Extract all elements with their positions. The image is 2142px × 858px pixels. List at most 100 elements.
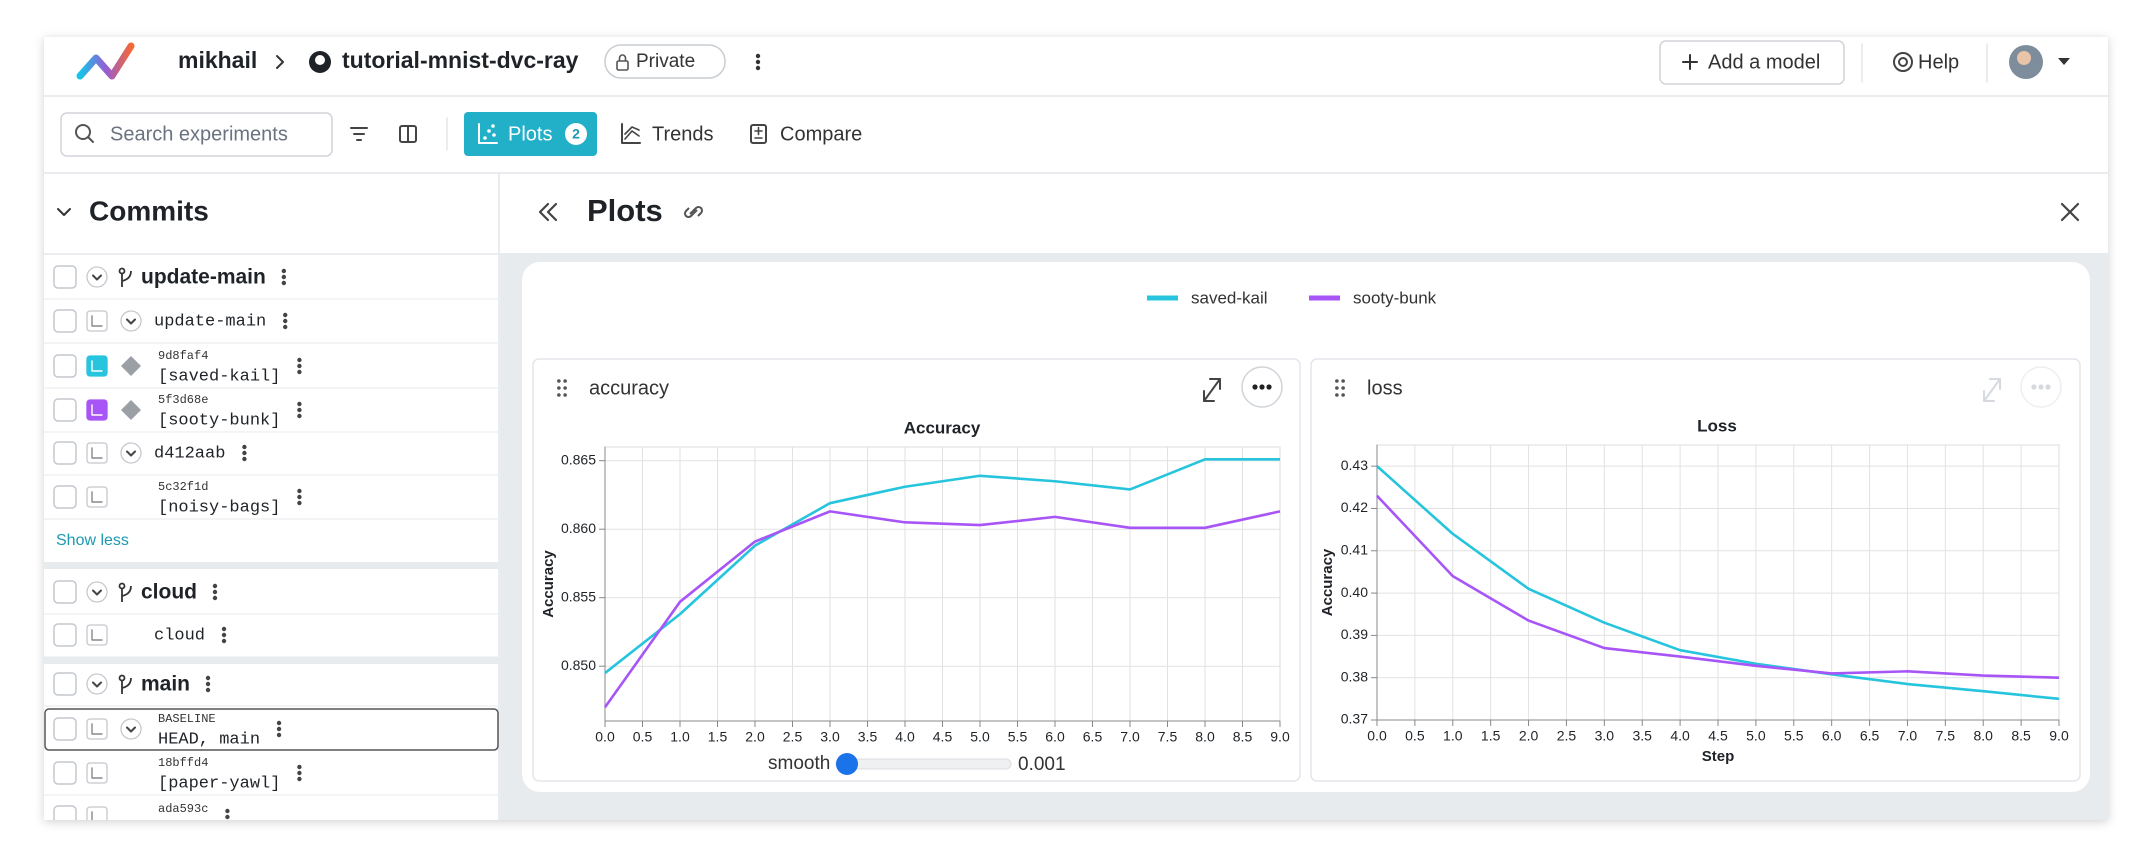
dot <box>1252 384 1258 390</box>
more-menu-icon[interactable] <box>297 488 302 506</box>
plot-toggle[interactable] <box>86 355 108 377</box>
expand-toggle[interactable] <box>86 673 108 695</box>
plots-tab[interactable] <box>464 112 597 156</box>
dot <box>297 494 302 500</box>
more-menu-icon[interactable] <box>297 401 302 419</box>
commit-icon <box>121 400 141 420</box>
dot <box>1259 384 1265 390</box>
plot-toggle[interactable] <box>86 718 108 740</box>
row-checkbox[interactable] <box>53 354 77 378</box>
drag-handle[interactable] <box>1341 386 1345 390</box>
drag-handle[interactable] <box>563 386 567 390</box>
more-menu-icon[interactable] <box>212 583 218 601</box>
more-menu-icon[interactable] <box>297 764 302 782</box>
collapse-icon[interactable] <box>546 202 558 222</box>
row-checkbox[interactable] <box>53 485 77 509</box>
compare-tab-label[interactable]: Compare <box>780 123 862 145</box>
branch-name: main <box>141 673 190 696</box>
plot-toggle[interactable] <box>86 399 108 421</box>
x-tick-label: 3.5 <box>1632 728 1652 744</box>
more-menu-icon[interactable] <box>283 312 288 330</box>
chevron-icon[interactable] <box>92 274 102 281</box>
chevron-icon[interactable] <box>126 726 136 733</box>
plot-toggle[interactable] <box>86 442 108 464</box>
expand-toggle[interactable] <box>120 718 142 740</box>
row-checkbox[interactable] <box>53 672 77 696</box>
more-menu-icon[interactable] <box>225 808 230 825</box>
show-less-link[interactable]: Show less <box>56 532 129 549</box>
row-checkbox[interactable] <box>53 623 77 647</box>
group-separator <box>44 562 499 569</box>
help-link[interactable]: Help <box>1918 51 1959 73</box>
drag-handle[interactable] <box>1341 379 1345 383</box>
trends-tab-label[interactable]: Trends <box>652 123 714 145</box>
plot-toggle[interactable] <box>86 624 108 646</box>
expand-icon <box>1983 378 2001 402</box>
y-tick-label: 0.855 <box>561 588 596 604</box>
expand-toggle[interactable] <box>86 266 108 288</box>
plots-tab-label[interactable]: Plots <box>508 123 552 145</box>
user-name[interactable]: mikhail <box>178 47 257 73</box>
lock-icon <box>616 60 629 71</box>
plot-toggle[interactable] <box>86 486 108 508</box>
dot <box>212 589 218 595</box>
chevron-icon[interactable] <box>126 450 136 457</box>
expand-toggle[interactable] <box>120 310 142 332</box>
commit-hash: ada593c <box>158 802 208 816</box>
row-checkbox[interactable] <box>53 805 77 828</box>
more-menu-icon[interactable] <box>221 626 227 644</box>
drag-handle[interactable] <box>1341 393 1345 397</box>
row-checkbox[interactable] <box>53 265 77 289</box>
dot <box>297 413 302 419</box>
row-checkbox[interactable] <box>53 761 77 785</box>
expand-toggle[interactable] <box>86 581 108 603</box>
drag-handle[interactable] <box>1335 386 1339 390</box>
more-menu-icon[interactable] <box>242 444 247 462</box>
plot-toggle[interactable] <box>86 762 108 784</box>
drag-handle[interactable] <box>557 379 561 383</box>
more-menu-icon[interactable] <box>276 720 282 738</box>
collapse-icon[interactable] <box>538 202 550 222</box>
drag-handle[interactable] <box>557 393 561 397</box>
link-icon[interactable] <box>683 205 704 219</box>
slider-knob[interactable] <box>836 753 858 775</box>
drag-handle[interactable] <box>557 386 561 390</box>
y-tick-label: 0.41 <box>1341 541 1368 557</box>
add-model-button[interactable] <box>1659 40 1845 85</box>
more-menu-icon[interactable] <box>297 357 302 375</box>
drag-handle[interactable] <box>563 393 567 397</box>
x-tick-label: 7.0 <box>1898 728 1918 744</box>
commit-icon <box>121 356 141 376</box>
more-menu-icon[interactable] <box>755 53 761 71</box>
chevron-icon[interactable] <box>92 589 102 596</box>
repo-name[interactable]: tutorial-mnist-dvc-ray <box>342 47 579 73</box>
chevron-icon[interactable] <box>92 681 102 688</box>
dot <box>297 500 302 506</box>
row-checkbox[interactable] <box>53 309 77 333</box>
more-menu-icon[interactable] <box>205 675 211 693</box>
chevron-icon[interactable] <box>126 318 136 325</box>
commit-label: update-main <box>154 312 266 331</box>
dot <box>225 821 229 825</box>
more-menu-icon[interactable] <box>281 268 287 286</box>
plot-toggle[interactable] <box>86 806 108 827</box>
row-checkbox[interactable] <box>53 580 77 604</box>
commit-label: HEAD, main <box>158 730 260 749</box>
drag-handle[interactable] <box>1335 379 1339 383</box>
row-checkbox[interactable] <box>53 441 77 465</box>
dot <box>283 318 288 324</box>
plots-badge-count: 2 <box>572 126 580 142</box>
search-box[interactable] <box>60 112 333 157</box>
logo[interactable] <box>76 42 135 80</box>
drag-handle[interactable] <box>563 379 567 383</box>
row-checkbox[interactable] <box>53 717 77 741</box>
chevron-icon[interactable] <box>57 208 71 216</box>
row-checkbox[interactable] <box>53 398 77 422</box>
plot-toggle[interactable] <box>86 310 108 332</box>
slider-track[interactable] <box>835 758 1012 770</box>
y-axis-label: Accuracy <box>540 550 557 618</box>
legend-label: sooty-bunk <box>1353 288 1437 307</box>
github-icon-inner <box>315 55 325 65</box>
expand-toggle[interactable] <box>120 442 142 464</box>
drag-handle[interactable] <box>1335 393 1339 397</box>
